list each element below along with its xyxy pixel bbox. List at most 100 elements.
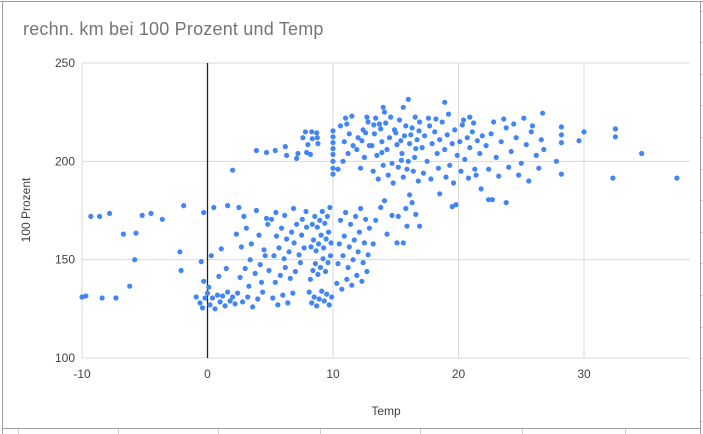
data-point[interactable]	[257, 262, 263, 268]
data-point[interactable]	[345, 150, 351, 157]
data-point[interactable]	[344, 121, 350, 127]
data-point[interactable]	[414, 137, 420, 143]
data-point[interactable]	[321, 298, 327, 304]
data-point[interactable]	[363, 216, 369, 222]
data-point[interactable]	[340, 253, 346, 259]
data-point[interactable]	[292, 268, 298, 275]
data-point[interactable]	[553, 158, 560, 164]
data-point[interactable]	[581, 129, 587, 135]
data-point[interactable]	[198, 259, 204, 265]
data-point[interactable]	[348, 221, 354, 227]
data-point[interactable]	[355, 135, 361, 141]
data-point[interactable]	[284, 236, 290, 242]
data-point[interactable]	[388, 114, 394, 120]
data-point[interactable]	[365, 252, 371, 258]
data-point[interactable]	[178, 267, 184, 274]
data-point[interactable]	[278, 225, 285, 231]
data-point[interactable]	[359, 138, 365, 144]
data-point[interactable]	[266, 267, 272, 274]
data-point[interactable]	[248, 241, 254, 247]
data-point[interactable]	[343, 115, 349, 121]
data-point[interactable]	[311, 294, 317, 300]
data-point[interactable]	[462, 156, 468, 162]
data-point[interactable]	[390, 180, 396, 186]
data-point[interactable]	[506, 164, 512, 170]
data-point[interactable]	[242, 265, 248, 272]
data-point[interactable]	[181, 203, 187, 209]
data-point[interactable]	[422, 133, 428, 139]
data-point[interactable]	[433, 116, 439, 122]
data-point[interactable]	[383, 120, 389, 126]
data-point[interactable]	[381, 109, 388, 115]
data-point[interactable]	[220, 293, 226, 299]
data-point[interactable]	[361, 240, 367, 246]
data-point[interactable]	[501, 116, 507, 122]
data-point[interactable]	[394, 142, 400, 148]
data-point[interactable]	[322, 268, 329, 275]
data-point[interactable]	[318, 232, 324, 238]
data-point[interactable]	[327, 253, 334, 259]
data-point[interactable]	[107, 210, 113, 216]
data-point[interactable]	[523, 142, 529, 148]
data-point[interactable]	[307, 276, 313, 282]
data-point[interactable]	[460, 117, 467, 123]
data-point[interactable]	[309, 136, 315, 142]
data-point[interactable]	[396, 117, 403, 123]
data-point[interactable]	[409, 200, 415, 206]
data-point[interactable]	[380, 104, 386, 110]
data-point[interactable]	[450, 180, 457, 186]
data-point[interactable]	[464, 135, 470, 141]
data-point[interactable]	[429, 141, 435, 147]
data-point[interactable]	[233, 231, 239, 237]
data-point[interactable]	[201, 209, 207, 216]
data-point[interactable]	[326, 229, 332, 235]
data-point[interactable]	[465, 175, 472, 181]
data-point[interactable]	[321, 245, 327, 251]
data-point[interactable]	[491, 119, 497, 125]
data-point[interactable]	[361, 154, 367, 160]
data-point[interactable]	[97, 213, 103, 219]
data-point[interactable]	[472, 166, 478, 172]
data-point[interactable]	[425, 115, 431, 121]
data-point[interactable]	[449, 141, 455, 147]
data-point[interactable]	[212, 306, 218, 312]
data-point[interactable]	[410, 168, 416, 174]
data-point[interactable]	[309, 221, 315, 227]
data-point[interactable]	[386, 135, 393, 141]
data-point[interactable]	[285, 300, 291, 306]
data-point[interactable]	[297, 260, 303, 266]
data-point[interactable]	[518, 160, 524, 166]
data-point[interactable]	[442, 99, 448, 105]
data-point[interactable]	[533, 152, 539, 158]
data-point[interactable]	[317, 217, 323, 223]
data-point[interactable]	[238, 244, 244, 250]
data-point[interactable]	[379, 139, 385, 145]
data-point[interactable]	[306, 289, 312, 295]
data-point[interactable]	[442, 146, 448, 153]
data-point[interactable]	[508, 148, 514, 155]
data-point[interactable]	[271, 253, 277, 259]
data-point[interactable]	[498, 139, 504, 145]
data-point[interactable]	[202, 295, 208, 301]
data-point[interactable]	[204, 290, 211, 296]
data-point[interactable]	[330, 146, 336, 152]
data-point[interactable]	[365, 119, 371, 125]
data-point[interactable]	[301, 245, 307, 251]
data-point[interactable]	[323, 236, 329, 242]
data-point[interactable]	[516, 172, 522, 178]
data-point[interactable]	[315, 271, 321, 277]
data-point[interactable]	[477, 150, 483, 157]
data-point[interactable]	[307, 151, 313, 157]
data-point[interactable]	[415, 178, 421, 184]
data-point[interactable]	[209, 295, 216, 301]
data-point[interactable]	[334, 280, 340, 286]
data-point[interactable]	[225, 289, 231, 295]
data-point[interactable]	[576, 138, 582, 144]
data-point[interactable]	[452, 127, 458, 133]
data-point[interactable]	[407, 192, 413, 198]
data-point[interactable]	[319, 288, 325, 294]
data-point[interactable]	[496, 173, 502, 179]
data-point[interactable]	[428, 176, 434, 182]
data-point[interactable]	[473, 172, 479, 178]
